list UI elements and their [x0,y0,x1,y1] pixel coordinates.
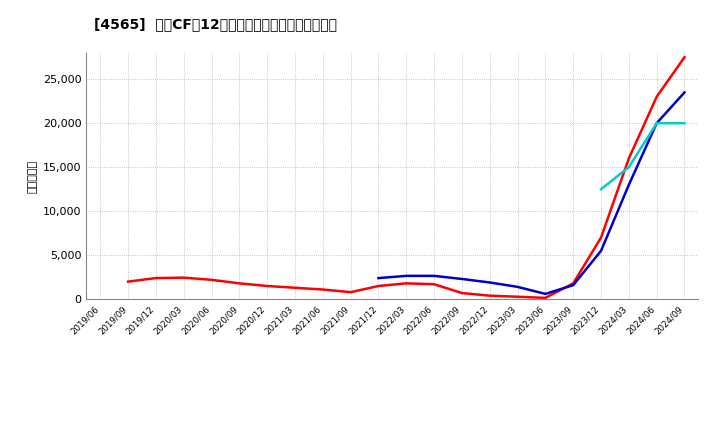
3年 [124,279,132,284]
5年 [569,282,577,288]
3年 [152,275,161,281]
5年 [624,182,633,187]
3年 [652,94,661,99]
3年 [291,285,300,290]
5年 [485,280,494,285]
5年 [597,248,606,253]
3年 [541,295,550,301]
3年 [458,290,467,296]
3年 [430,282,438,287]
Line: 7年: 7年 [601,123,685,189]
5年 [541,291,550,297]
7年 [597,187,606,192]
5年 [402,273,410,279]
5年 [430,273,438,279]
7年 [680,121,689,126]
Line: 3年: 3年 [128,57,685,298]
7年 [624,165,633,170]
3年 [569,281,577,286]
Y-axis label: （百万円）: （百万円） [27,159,37,193]
3年 [402,281,410,286]
3年 [207,277,216,282]
3年 [513,294,522,299]
5年 [652,121,661,126]
5年 [680,90,689,95]
5年 [458,276,467,282]
3年 [624,156,633,161]
7年 [652,121,661,126]
3年 [318,287,327,292]
3年 [179,275,188,280]
5年 [374,275,383,281]
3年 [346,290,355,295]
3年 [485,293,494,298]
Line: 5年: 5年 [379,92,685,294]
Text: [4565]  投資CFの12か月移動合計の標準偏差の推移: [4565] 投資CFの12か月移動合計の標準偏差の推移 [94,18,337,32]
3年 [263,283,271,289]
Legend: 3年, 5年, 7年, 10年: 3年, 5年, 7年, 10年 [223,433,562,440]
3年 [374,283,383,289]
3年 [597,235,606,240]
3年 [235,281,243,286]
3年 [680,55,689,60]
5年 [513,284,522,290]
